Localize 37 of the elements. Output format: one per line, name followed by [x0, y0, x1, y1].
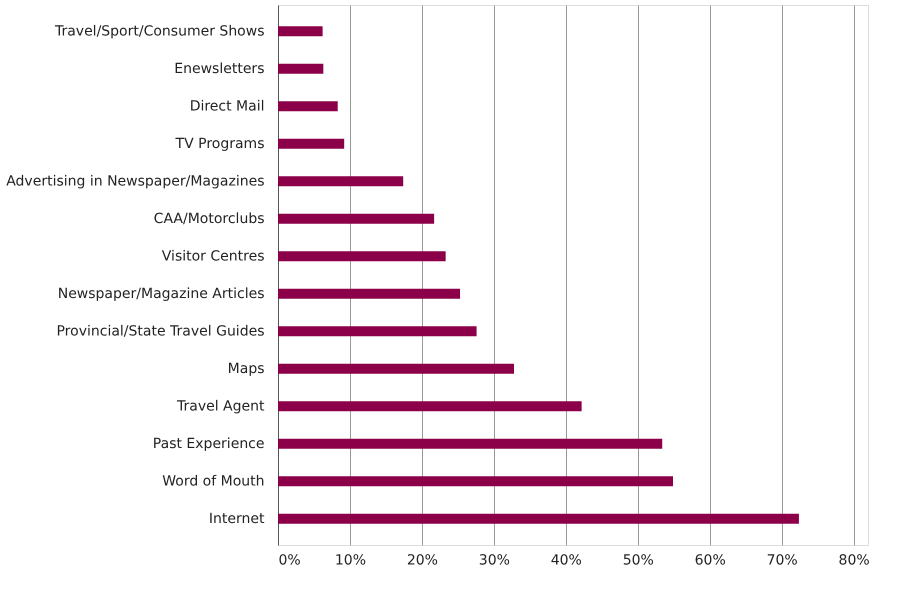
bar: [278, 251, 446, 262]
bar: [278, 64, 324, 74]
y-tick-label: Past Experience: [152, 436, 264, 452]
bar: [278, 401, 582, 412]
y-tick-label: CAA/Motorclubs: [154, 210, 264, 227]
y-tick-label: Direct Mail: [190, 98, 264, 114]
y-tick-label: Word of Mouth: [162, 473, 264, 490]
bar: [278, 364, 514, 374]
bar: [278, 326, 477, 336]
x-tick-label: 40%: [550, 552, 582, 568]
y-tick-label: Internet: [208, 510, 266, 527]
y-tick-label: Advertising in Newspaper/Magazines: [6, 173, 264, 190]
y-tick-label: Travel/Sport/Consumer Shows: [54, 23, 264, 40]
x-tick-label: 30%: [478, 552, 510, 568]
y-tick-label: Visitor Centres: [162, 248, 264, 264]
bar: [278, 476, 674, 486]
bar: [278, 138, 344, 149]
bar: [278, 214, 434, 224]
bar: [278, 26, 323, 36]
x-tick-label: 0%: [278, 552, 301, 568]
x-tick-label: 80%: [838, 552, 870, 568]
bar: [278, 514, 799, 524]
bar: [278, 438, 662, 449]
bar: [278, 176, 404, 186]
y-tick-label: Maps: [228, 360, 264, 377]
x-tick-label: 50%: [622, 552, 654, 568]
y-tick-label: Provincial/State Travel Guides: [56, 323, 264, 340]
bar: [278, 288, 460, 299]
y-tick-label: TV Programs: [174, 136, 264, 152]
x-tick-label: 20%: [406, 552, 438, 568]
y-tick-label: Travel Agent: [176, 398, 265, 414]
x-tick-label: 10%: [334, 552, 366, 568]
y-tick-label: Newspaper/Magazine Articles: [58, 286, 264, 302]
y-tick-label: Enewsletters: [174, 60, 264, 77]
x-tick-label: 60%: [694, 552, 726, 568]
bar: [278, 101, 338, 112]
x-tick-label: 70%: [766, 552, 798, 568]
